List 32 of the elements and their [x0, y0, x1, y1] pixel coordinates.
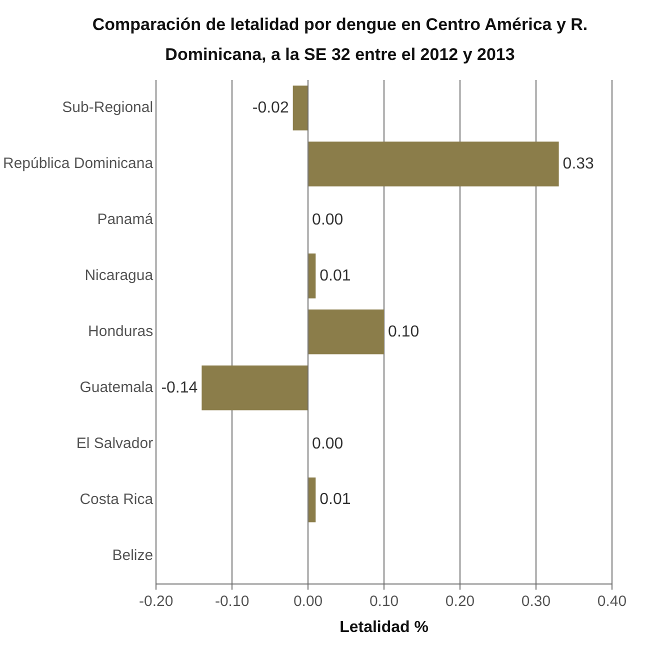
- x-tick-label: 0.00: [293, 592, 323, 610]
- y-tick-label: Panamá: [97, 211, 154, 228]
- bar: [202, 365, 308, 410]
- chart-title: Comparación de letalidad por dengue en Centro América y R. Dominicana, a la SE 32 entre el 2012 y 2013: [91, 14, 589, 66]
- data-label: -0.02: [252, 99, 289, 116]
- data-label: -0.14: [161, 379, 198, 396]
- data-label: 0.01: [320, 267, 351, 284]
- x-tick-label: 0.10: [369, 592, 399, 610]
- y-tick-label: Honduras: [88, 323, 154, 340]
- y-tick-label: República Dominicana: [2, 155, 154, 172]
- x-tick-label: 0.40: [597, 592, 627, 610]
- y-tick-label: Belize: [112, 546, 154, 564]
- x-tick-label: 0.20: [445, 592, 475, 610]
- bar: [308, 477, 316, 522]
- y-tick-label: El Salvador: [76, 434, 154, 452]
- bar: [308, 142, 559, 186]
- bar: [308, 254, 316, 298]
- x-tick-label: -0.10: [214, 592, 250, 610]
- y-tick-label: Nicaragua: [84, 267, 154, 284]
- data-label: 0.01: [320, 491, 351, 508]
- x-tick-label: -0.20: [138, 592, 174, 610]
- data-label: 0.10: [388, 323, 420, 340]
- y-tick-label: Guatemala: [80, 379, 154, 396]
- x-axis-title: Letalidad %: [340, 618, 428, 636]
- y-tick-label: Sub-Regional: [62, 99, 154, 116]
- data-label: 0.00: [312, 211, 344, 228]
- bar: [292, 86, 308, 130]
- x-tick-label: 0.30: [521, 592, 551, 610]
- data-label: 0.00: [312, 435, 344, 452]
- y-tick-label: Costa Rica: [80, 490, 154, 508]
- data-label: 0.33: [562, 155, 594, 172]
- bar: [308, 310, 384, 354]
